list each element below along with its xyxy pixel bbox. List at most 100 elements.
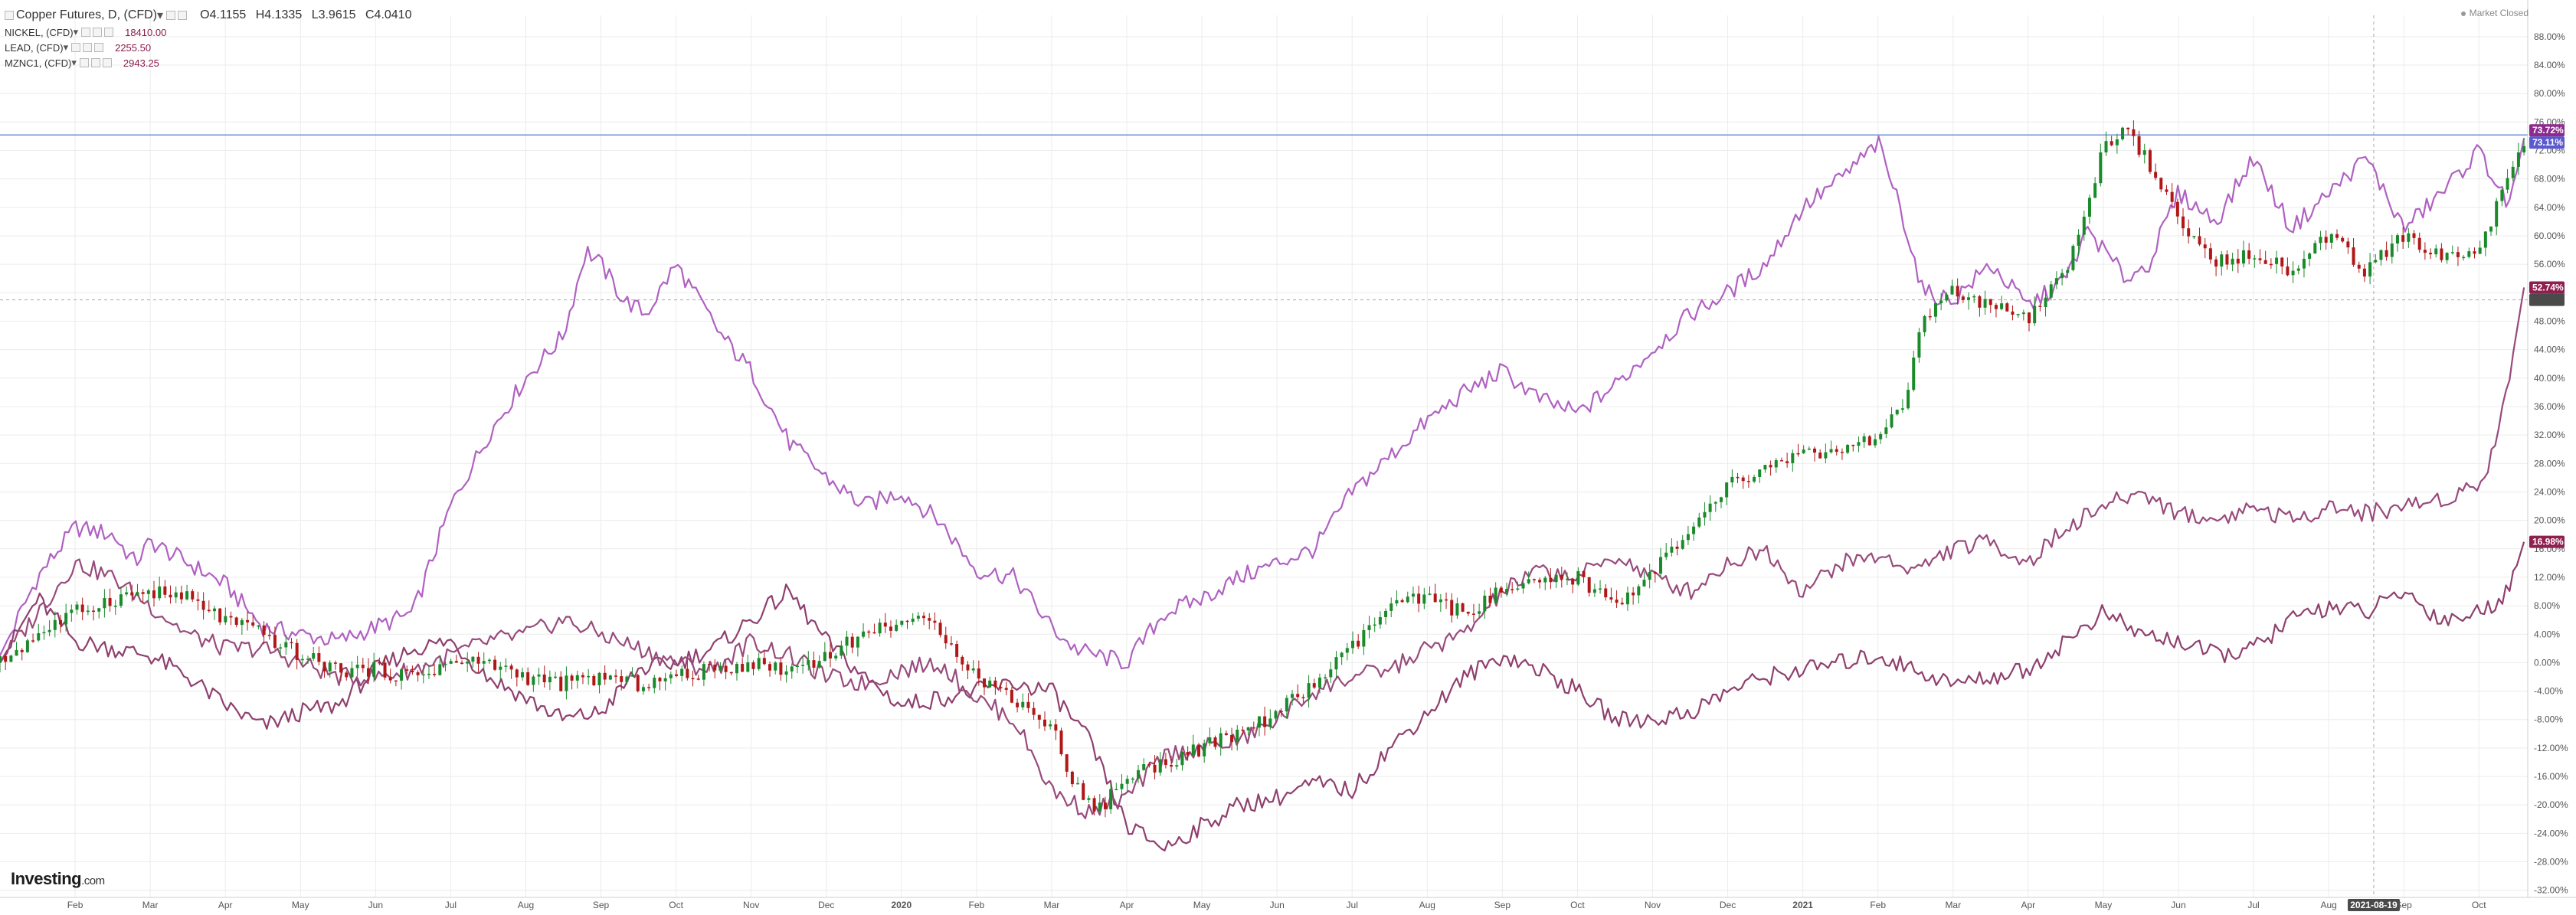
candle-body: [438, 664, 442, 675]
y-tick-label: -12.00%: [2534, 743, 2568, 753]
candle-body: [1714, 502, 1717, 504]
candle-body: [2407, 233, 2411, 242]
hide-icon[interactable]: [178, 11, 188, 20]
y-tick-label: 24.00%: [2534, 486, 2565, 497]
candle-body: [2066, 270, 2070, 273]
dropdown-arrow-icon[interactable]: ▾: [157, 9, 164, 22]
candle-body: [1395, 600, 1399, 604]
candle-body: [993, 680, 997, 688]
hide-icon[interactable]: [93, 28, 103, 37]
comparison-symbol: NICKEL, (CFD): [5, 26, 74, 38]
candle-body: [2005, 303, 2009, 312]
hide-icon[interactable]: [90, 58, 100, 67]
candle-body: [2044, 297, 2047, 307]
candle-body: [300, 658, 304, 661]
x-tick-label: Dec: [818, 900, 834, 910]
settings-icon[interactable]: [81, 28, 91, 37]
candle-body: [2450, 252, 2454, 253]
candle-body: [2236, 258, 2240, 264]
comparison-row-zinc[interactable]: MZNC1, (CFD) ▾ 2943.25: [5, 55, 417, 70]
candle-body: [70, 609, 74, 613]
candle-body: [1791, 453, 1795, 463]
candle-body: [146, 590, 150, 594]
settings-icon[interactable]: [71, 43, 81, 52]
candle-body: [2346, 241, 2350, 248]
candle-body: [366, 668, 370, 677]
settings-icon[interactable]: [166, 11, 176, 20]
dropdown-arrow-icon[interactable]: ▾: [63, 41, 69, 53]
candle-body: [1252, 727, 1255, 729]
candle-body: [493, 659, 497, 670]
candle-body: [355, 665, 359, 668]
candle-body: [92, 610, 96, 612]
comparison-row-lead[interactable]: LEAD, (CFD) ▾ 2255.50: [5, 40, 417, 55]
comparison-row-nickel[interactable]: NICKEL, (CFD) ▾ 18410.00: [5, 25, 417, 40]
candle-body: [938, 623, 942, 636]
candle-body: [433, 673, 437, 675]
y-tick-label: 80.00%: [2534, 88, 2565, 99]
candle-body: [1131, 778, 1134, 780]
candle-body: [669, 674, 673, 678]
candle-body: [2016, 314, 2020, 315]
candle-body: [801, 665, 805, 666]
candle-body: [768, 664, 772, 671]
candle-body: [103, 597, 106, 609]
candle-body: [246, 619, 250, 623]
hide-icon[interactable]: [83, 43, 93, 52]
candle-body: [251, 622, 255, 626]
candle-body: [2412, 233, 2416, 238]
x-tick-label: Apr: [218, 900, 233, 910]
main-symbol-row[interactable]: Copper Futures, D, (CFD) ▾ O4.1155 H4.13…: [5, 6, 417, 25]
candle-body: [97, 608, 101, 612]
remove-icon[interactable]: [102, 58, 112, 67]
candle-body: [312, 653, 316, 659]
candle-body: [15, 649, 18, 656]
candle-body: [774, 662, 777, 671]
candle-body: [2142, 150, 2146, 155]
candle-body: [2104, 141, 2108, 153]
candle-body: [509, 665, 513, 670]
candle-body: [1615, 600, 1619, 603]
y-tick-label: 40.00%: [2534, 373, 2565, 384]
dropdown-arrow-icon[interactable]: ▾: [73, 26, 79, 38]
candle-body: [812, 660, 816, 668]
remove-icon[interactable]: [94, 43, 104, 52]
candle-body: [840, 645, 843, 656]
remove-icon[interactable]: [104, 28, 114, 37]
candle-body: [1549, 577, 1553, 583]
candle-body: [2286, 266, 2290, 276]
settings-icon[interactable]: [79, 58, 89, 67]
candle-body: [795, 665, 799, 668]
candle-body: [900, 620, 904, 625]
y-tick-label: 36.00%: [2534, 401, 2565, 412]
candle-body: [1900, 408, 1904, 410]
candle-body: [499, 666, 502, 670]
candle-body: [2192, 236, 2196, 237]
candle-body: [411, 671, 414, 673]
dropdown-arrow-icon[interactable]: ▾: [71, 57, 77, 68]
candle-body: [1032, 707, 1036, 715]
candle-body: [1224, 733, 1228, 735]
candle-body: [829, 652, 833, 658]
candle-body: [1016, 702, 1020, 707]
candle-body: [889, 626, 892, 631]
candle-body: [1873, 439, 1877, 446]
candle-body: [1994, 305, 1998, 309]
x-tick-label: Oct: [1570, 900, 1585, 910]
candle-body: [1070, 771, 1074, 785]
candle-body: [2313, 243, 2317, 254]
candle-body: [1312, 683, 1316, 688]
candle-body: [708, 664, 712, 665]
candle-body: [2033, 306, 2037, 324]
candle-body: [2395, 235, 2399, 244]
candle-body: [1301, 697, 1305, 698]
y-tick-label: 56.00%: [2534, 259, 2565, 270]
candle-body: [421, 674, 425, 676]
candle-body: [108, 597, 112, 606]
candle-body: [1263, 716, 1267, 727]
candle-body: [680, 668, 684, 676]
logo-domain: .com: [81, 874, 105, 887]
collapse-toggle-icon[interactable]: [5, 11, 14, 20]
x-tick-label: Feb: [67, 900, 83, 910]
